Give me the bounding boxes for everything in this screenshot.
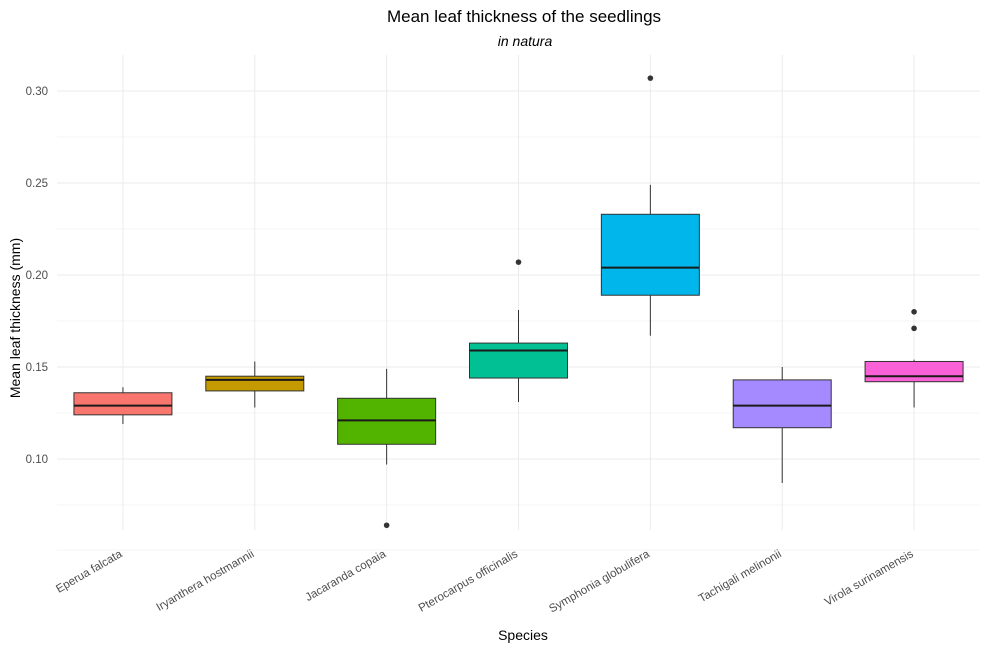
box-iqr — [864, 360, 964, 383]
y-axis-title: Mean leaf thickness (mm) — [7, 238, 23, 398]
outlier-point — [911, 325, 917, 332]
box-virola-surinamensis — [864, 309, 964, 408]
x-tick-label: Iryanthera hostmannii — [155, 548, 257, 614]
box-iqr — [600, 213, 700, 296]
plot-area: 0.10 0.15 0.20 0.25 0.30 Eperua falcata Iryant… — [26, 55, 980, 615]
box-tachigali-melinonii — [732, 367, 832, 483]
y-tick-label: 0.25 — [26, 178, 48, 190]
outlier-point — [911, 309, 917, 315]
chart-title: Mean leaf thickness of the seedlings — [387, 7, 661, 26]
chart-subtitle: in natura — [498, 33, 553, 49]
y-tick-label: 0.15 — [26, 362, 48, 374]
box-pterocarpus-officinalis — [469, 259, 568, 402]
x-tick-label: Jacaranda copaia — [304, 548, 389, 604]
box-jacaranda-copaia — [337, 368, 437, 529]
x-tick-label: Pterocarpus officinalis — [417, 548, 520, 615]
y-tick-label: 0.30 — [26, 86, 48, 98]
x-axis-title: Species — [498, 627, 548, 643]
x-tick-label: Virola surinamensis — [823, 548, 916, 609]
box-iqr — [469, 342, 568, 379]
outlier-point — [515, 259, 522, 265]
box-iqr — [73, 392, 173, 416]
outlier-point — [383, 522, 390, 529]
x-tick-label: Eperua falcata — [54, 548, 125, 596]
outlier-point — [647, 75, 654, 81]
x-tick-label: Tachigali melinonii — [697, 548, 784, 605]
y-tick-label: 0.20 — [26, 270, 48, 282]
box-iqr — [732, 379, 832, 429]
y-tick-label: 0.10 — [26, 454, 48, 466]
box-symphonia-globulifera — [600, 75, 700, 336]
box-iryanthera-hostmannii — [205, 361, 305, 408]
box-eperua-falcata — [73, 387, 173, 425]
box-iqr — [205, 375, 305, 392]
x-tick-label: Symphonia globulifera — [547, 548, 652, 616]
